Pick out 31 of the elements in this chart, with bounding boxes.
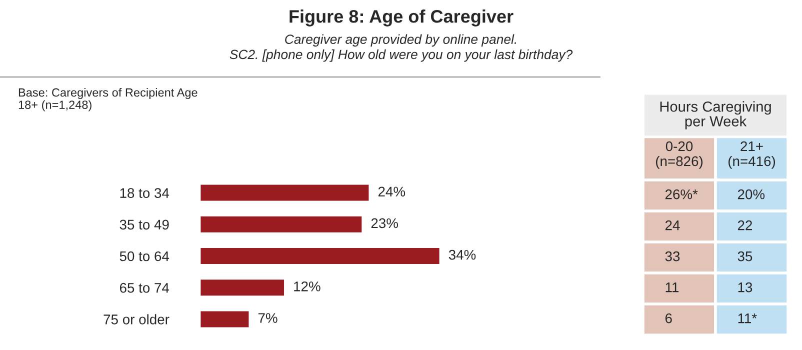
text: Hours Caregiving per Week — [660, 101, 771, 130]
category-label: 0-20 (n=826) — [656, 141, 703, 169]
text: 11* — [738, 314, 757, 324]
y-tick-label: 35 to 49 — [120, 220, 169, 230]
data-label: 23% — [371, 218, 398, 228]
text: Base: Caregivers of Recipient Age 18+ (n=1,248) — [18, 88, 198, 112]
bar — [200, 278, 286, 297]
text: 24 — [665, 220, 680, 230]
y-tick-label: 75 or older — [104, 314, 170, 324]
category-label: 21+ (n=416) — [728, 141, 776, 169]
y-tick-label: 18 to 34 — [120, 188, 170, 198]
data-label: 12% — [294, 281, 320, 292]
data-label: 7% — [258, 313, 278, 323]
text: 13 — [738, 282, 752, 292]
text: 33 — [665, 251, 680, 262]
bar — [200, 215, 364, 234]
bar — [200, 246, 441, 266]
data-label: 24% — [378, 186, 406, 196]
text: 11 — [666, 282, 678, 292]
text: 22 — [738, 220, 752, 230]
text: 20% — [738, 189, 765, 200]
y-tick-label: 50 to 64 — [120, 251, 170, 262]
chart-title: Figure 8: Age of Caregiver — [290, 10, 514, 26]
bar — [200, 310, 250, 329]
text: 6 — [665, 313, 672, 324]
y-tick-label: 65 to 74 — [120, 282, 170, 293]
text: 26%* — [665, 189, 698, 200]
data-label: 34% — [448, 250, 476, 260]
bar — [200, 183, 370, 202]
text: 35 — [738, 251, 752, 262]
chart-subtitle: Caregiver age provided by online panel. SC2. [phone only] How old were you on your last birthday? — [230, 34, 573, 62]
